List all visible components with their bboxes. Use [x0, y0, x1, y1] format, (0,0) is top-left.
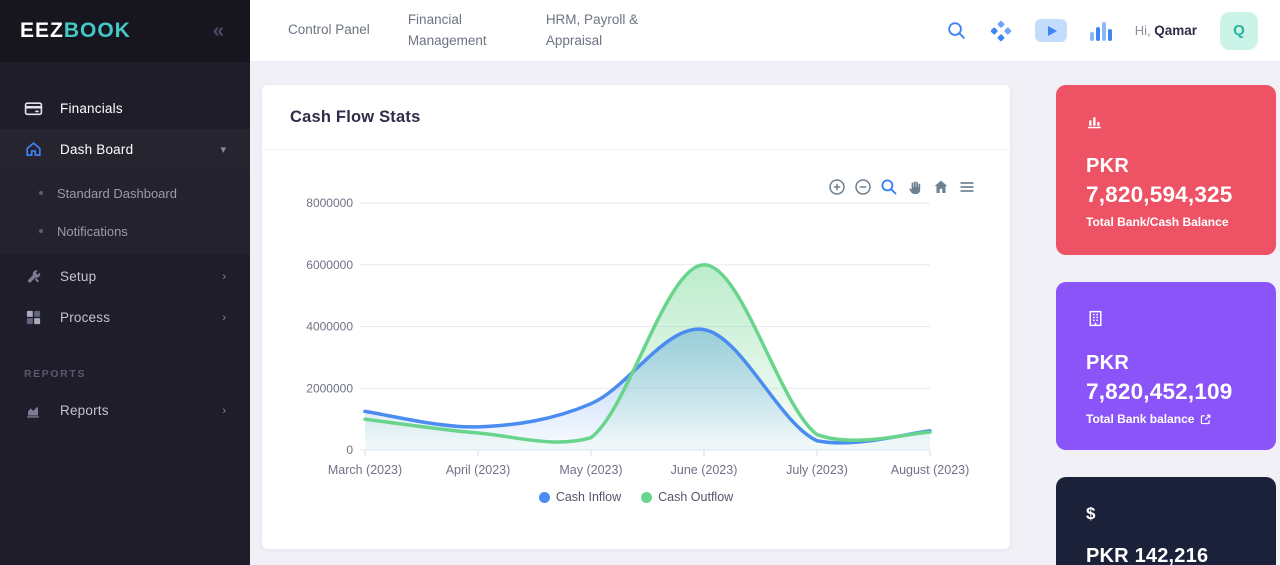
- chevron-right-icon: ›: [222, 270, 226, 283]
- sidebar-menu: Financials Dash Board ▾ Standard Dashboa…: [0, 62, 250, 431]
- bar-chart-stat-icon: [1086, 112, 1246, 132]
- bar-chart-icon[interactable]: [1090, 21, 1112, 41]
- chart-selection-zoom-icon[interactable]: [880, 178, 898, 196]
- chevron-right-icon: ›: [222, 311, 226, 324]
- legend-item[interactable]: Cash Inflow: [538, 490, 622, 504]
- building-icon: [1086, 309, 1246, 329]
- sidebar-item-label: Dash Board: [60, 142, 134, 157]
- sidebar-item-reports[interactable]: Reports ›: [0, 390, 250, 431]
- balance-amount: 7,820,594,325: [1086, 182, 1233, 207]
- sidebar: EEZBOOK « Financials Dash Board ▾ Standa…: [0, 0, 250, 565]
- chart-zoom-in-icon[interactable]: [828, 178, 846, 196]
- search-icon[interactable]: [946, 20, 967, 41]
- bullet-icon: [39, 229, 43, 233]
- svg-text:6000000: 6000000: [306, 258, 353, 272]
- currency-label: PKR: [1086, 155, 1130, 177]
- dollar-icon: $: [1086, 504, 1096, 523]
- logo-part1: EEZ: [20, 19, 64, 42]
- balance-amount: PKR 142,216: [1086, 545, 1209, 565]
- user-name: Qamar: [1154, 23, 1197, 38]
- sidebar-item-standard-dashboard[interactable]: Standard Dashboard: [0, 174, 250, 212]
- svg-text:August (2023): August (2023): [891, 463, 970, 477]
- chevron-right-icon: ›: [222, 404, 226, 417]
- cashflow-chart-svg: 8000000 6000000 4000000 2000000 0 March (2023…: [306, 196, 970, 477]
- sidebar-item-setup[interactable]: Setup ›: [0, 256, 250, 297]
- page-title: Cash Flow Stats: [290, 107, 421, 126]
- topbar: Control Panel Financial Management HRM, …: [250, 0, 1280, 62]
- chevron-down-icon: ▾: [220, 144, 226, 156]
- balance-caption: Total Bank/Cash Balance: [1086, 215, 1229, 229]
- sidebar-item-label: Reports: [60, 403, 109, 418]
- credit-card-icon: [24, 99, 43, 118]
- sidebar-item-label: Standard Dashboard: [57, 185, 177, 201]
- main-content: Cash Flow Stats: [250, 62, 1280, 565]
- balance-amount: 7,820,452,109: [1086, 379, 1233, 404]
- nav-control-panel[interactable]: Control Panel: [288, 22, 370, 38]
- legend-dot-icon: [538, 491, 550, 503]
- grid-icon: [24, 308, 43, 327]
- sidebar-item-label: Financials: [60, 101, 123, 116]
- sidebar-item-process[interactable]: Process ›: [0, 297, 250, 338]
- sidebar-item-label: Setup: [60, 269, 97, 284]
- balance-caption: Total Bank balance: [1086, 412, 1195, 426]
- legend-label: Cash Outflow: [658, 490, 734, 504]
- svg-text:April (2023): April (2023): [446, 463, 511, 477]
- cash-stat-card: $ PKR 142,216: [1056, 477, 1276, 565]
- sidebar-collapse-icon[interactable]: «: [212, 20, 224, 42]
- svg-text:May (2023): May (2023): [559, 463, 622, 477]
- topbar-nav: Control Panel Financial Management HRM, …: [288, 10, 654, 51]
- logo-part2: BOOK: [63, 19, 131, 42]
- sidebar-item-label: Process: [60, 310, 111, 325]
- total-bank-cash-balance-card: PKR 7,820,594,325 Total Bank/Cash Balanc…: [1056, 85, 1276, 255]
- legend-dot-icon: [641, 491, 653, 503]
- chart-zoom-out-icon[interactable]: [854, 178, 872, 196]
- nav-hrm-payroll[interactable]: HRM, Payroll & Appraisal: [545, 12, 639, 48]
- bank-balance-link[interactable]: Total Bank balance: [1086, 412, 1246, 426]
- svg-text:July (2023): July (2023): [786, 463, 848, 477]
- greeting-prefix: Hi,: [1134, 23, 1151, 38]
- sidebar-item-dashboard[interactable]: Dash Board ▾: [0, 129, 250, 170]
- bullet-icon: [39, 191, 43, 195]
- total-bank-balance-card: PKR 7,820,452,109 Total Bank balance: [1056, 282, 1276, 450]
- summary-cards-column: PKR 7,820,594,325 Total Bank/Cash Balanc…: [1056, 85, 1276, 565]
- home-icon: [24, 140, 43, 159]
- cashflow-card: Cash Flow Stats: [262, 85, 1010, 549]
- nav-financial-management[interactable]: Financial Management: [407, 12, 487, 48]
- legend-label: Cash Inflow: [555, 490, 622, 504]
- sidebar-item-label: Notifications: [57, 223, 128, 239]
- play-icon: [1047, 25, 1057, 36]
- svg-text:8000000: 8000000: [306, 196, 353, 210]
- chart-toolbar: [828, 178, 976, 196]
- sidebar-item-notifications[interactable]: Notifications: [0, 212, 250, 250]
- sidebar-item-financials[interactable]: Financials: [0, 88, 250, 129]
- external-link-icon: [1201, 414, 1211, 424]
- sidebar-header: EEZBOOK «: [0, 0, 250, 62]
- legend-item[interactable]: Cash Outflow: [641, 490, 733, 504]
- topbar-actions: Hi, Qamar Q: [946, 11, 1258, 50]
- user-greeting: Hi, Qamar: [1135, 23, 1197, 38]
- chart-legend: Cash Inflow Cash Outflow: [262, 490, 1010, 504]
- svg-text:0: 0: [346, 443, 353, 457]
- svg-text:4000000: 4000000: [306, 320, 353, 334]
- app-logo: EEZBOOK: [20, 19, 131, 43]
- apps-icon[interactable]: [990, 20, 1012, 42]
- sidebar-section-reports: REPORTS: [24, 368, 86, 380]
- chart-reset-home-icon[interactable]: [932, 178, 950, 196]
- chart-pan-icon[interactable]: [906, 178, 924, 196]
- area-chart-icon: [24, 401, 43, 420]
- cashflow-card-header: Cash Flow Stats: [262, 85, 1010, 150]
- svg-text:2000000: 2000000: [306, 381, 353, 395]
- cashflow-chart: 8000000 6000000 4000000 2000000 0 March (2023…: [262, 150, 1010, 548]
- currency-label: PKR: [1086, 352, 1130, 374]
- chart-menu-icon[interactable]: [958, 178, 976, 196]
- dashboard-submenu: Standard Dashboard Notifications: [0, 170, 250, 254]
- avatar[interactable]: Q: [1220, 11, 1258, 50]
- svg-text:June (2023): June (2023): [671, 463, 738, 477]
- svg-text:March (2023): March (2023): [328, 463, 402, 477]
- tools-icon: [24, 267, 43, 286]
- video-tutorial-icon[interactable]: [1035, 19, 1068, 42]
